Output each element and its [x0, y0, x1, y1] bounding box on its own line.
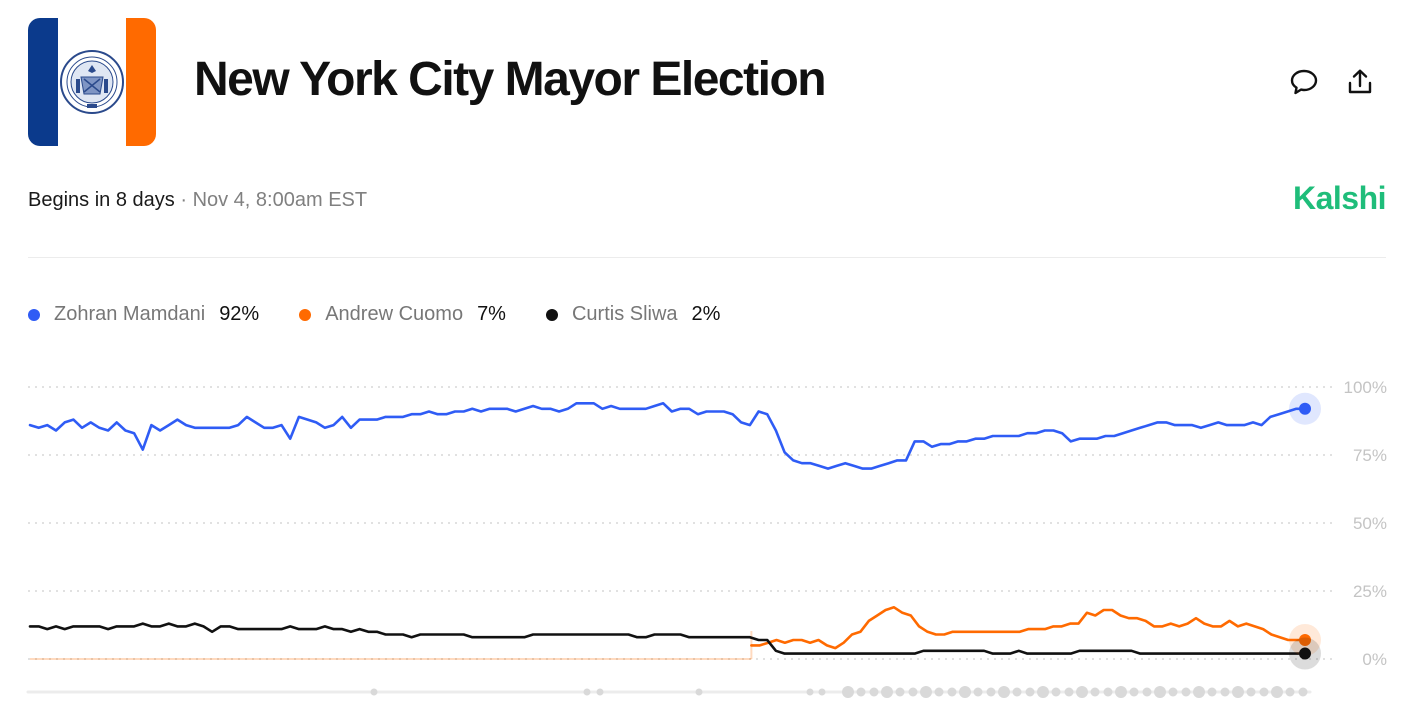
- share-button[interactable]: [1340, 62, 1380, 102]
- scrubber-event-dot[interactable]: [583, 688, 591, 696]
- flag-orange-stripe: [126, 18, 156, 146]
- scrubber-event-dot[interactable]: [1207, 687, 1217, 697]
- y-tick-label: 50%: [1353, 514, 1387, 533]
- legend-item-cuomo[interactable]: Andrew Cuomo 7%: [299, 303, 506, 326]
- legend-value: 92%: [219, 303, 260, 325]
- scrubber-event-dot[interactable]: [1285, 687, 1295, 697]
- legend-name: Curtis Sliwa: [571, 303, 678, 325]
- scrubber-event-dot[interactable]: [947, 687, 957, 697]
- scrubber-event-dot[interactable]: [1103, 687, 1113, 697]
- scrubber-event-dot[interactable]: [842, 686, 854, 698]
- scrubber-event-dot[interactable]: [973, 687, 983, 697]
- scrubber-event-dot[interactable]: [1181, 687, 1191, 697]
- scrubber-event-dot[interactable]: [1271, 686, 1283, 698]
- legend-name: Andrew Cuomo: [325, 303, 464, 325]
- flag-white-stripe: [58, 18, 126, 146]
- scrubber-event-dot[interactable]: [934, 687, 944, 697]
- scrubber-event-dot[interactable]: [370, 688, 378, 696]
- scrubber-event-dot[interactable]: [881, 686, 893, 698]
- scrubber-event-dot[interactable]: [920, 686, 932, 698]
- scrubber-event-dot[interactable]: [869, 687, 879, 697]
- scrubber-event-dot[interactable]: [1246, 687, 1256, 697]
- scrubber-event-dot[interactable]: [1193, 686, 1205, 698]
- y-tick-label: 75%: [1353, 446, 1387, 465]
- scrubber-event-dot[interactable]: [1298, 687, 1308, 697]
- scrubber-event-dot[interactable]: [818, 688, 826, 696]
- divider: [28, 257, 1386, 258]
- scrubber-event-dot[interactable]: [1025, 687, 1035, 697]
- scrubber-event-dot[interactable]: [695, 688, 703, 696]
- scrubber-event-dot[interactable]: [1259, 687, 1269, 697]
- endpoint-dot[interactable]: [1299, 647, 1311, 660]
- scrubber-event-dot[interactable]: [908, 687, 918, 697]
- event-timing: Begins in 8 days · Nov 4, 8:00am EST: [28, 189, 367, 212]
- scrubber-event-dot[interactable]: [1220, 687, 1230, 697]
- scrubber-event-dot[interactable]: [1232, 686, 1244, 698]
- legend-name: Zohran Mamdani: [54, 303, 206, 325]
- series-endpoints: [1289, 392, 1321, 670]
- brand-logo: Kalshi: [1292, 180, 1387, 216]
- comment-icon: [1290, 69, 1318, 95]
- y-tick-label: 0%: [1362, 650, 1387, 669]
- series-line: [750, 606, 1307, 650]
- scrubber-event-dot[interactable]: [1037, 686, 1049, 698]
- nyc-flag-logo: [28, 18, 156, 146]
- event-date: Nov 4, 8:00am EST: [192, 189, 368, 211]
- flag-blue-stripe: [28, 18, 58, 146]
- scrubber-event-dot[interactable]: [1051, 687, 1061, 697]
- scrubber-event-dot[interactable]: [1142, 687, 1152, 697]
- y-tick-label: 25%: [1353, 582, 1387, 601]
- legend-value: 2%: [691, 303, 721, 325]
- scrubber-event-dot[interactable]: [1076, 686, 1088, 698]
- scrubber-event-dot[interactable]: [998, 686, 1010, 698]
- comment-button[interactable]: [1284, 62, 1324, 102]
- scrubber-event-dot[interactable]: [856, 687, 866, 697]
- legend-value: 7%: [477, 303, 506, 325]
- scrubber-event-dot[interactable]: [1090, 687, 1100, 697]
- legend-item-mamdani[interactable]: Zohran Mamdani 92%: [28, 303, 259, 326]
- scrubber-event-dot[interactable]: [959, 686, 971, 698]
- scrubber-event-dot[interactable]: [1154, 686, 1166, 698]
- scrubber-event-dot[interactable]: [1064, 687, 1074, 697]
- meta-separator: ·: [180, 189, 187, 211]
- chart-grid: [28, 386, 1335, 660]
- page-title: New York City Mayor Election: [194, 53, 827, 106]
- timeline-scrubber: [26, 686, 1312, 698]
- scrubber-event-dot[interactable]: [806, 688, 814, 696]
- legend-dot: [299, 308, 312, 321]
- endpoint-dot[interactable]: [1299, 402, 1311, 415]
- series-line: [28, 402, 1307, 470]
- y-axis-ticks: 100% 75% 50% 25% 0%: [1344, 378, 1387, 669]
- series-line: [28, 622, 1307, 655]
- scrubber-event-dot[interactable]: [1129, 687, 1139, 697]
- scrubber-event-dot[interactable]: [895, 687, 905, 697]
- share-icon: [1348, 69, 1372, 94]
- scrubber-event-dot[interactable]: [986, 687, 996, 697]
- y-tick-label: 100%: [1344, 378, 1387, 397]
- endpoint-dot[interactable]: [1299, 633, 1311, 646]
- event-status: Begins in 8 days: [28, 189, 175, 211]
- scrubber-event-dot[interactable]: [1168, 687, 1178, 697]
- legend-item-sliwa[interactable]: Curtis Sliwa 2%: [545, 303, 721, 326]
- scrubber-event-dot[interactable]: [1012, 687, 1022, 697]
- city-seal-icon: [60, 50, 124, 114]
- series-lines: [28, 402, 1307, 660]
- scrubber-event-dot[interactable]: [596, 688, 604, 696]
- legend-dot: [545, 308, 558, 321]
- legend-dot: [28, 308, 40, 321]
- scrubber-event-dot[interactable]: [1115, 686, 1127, 698]
- chart-legend: Zohran Mamdani 92% Andrew Cuomo 7% Curti…: [28, 303, 760, 326]
